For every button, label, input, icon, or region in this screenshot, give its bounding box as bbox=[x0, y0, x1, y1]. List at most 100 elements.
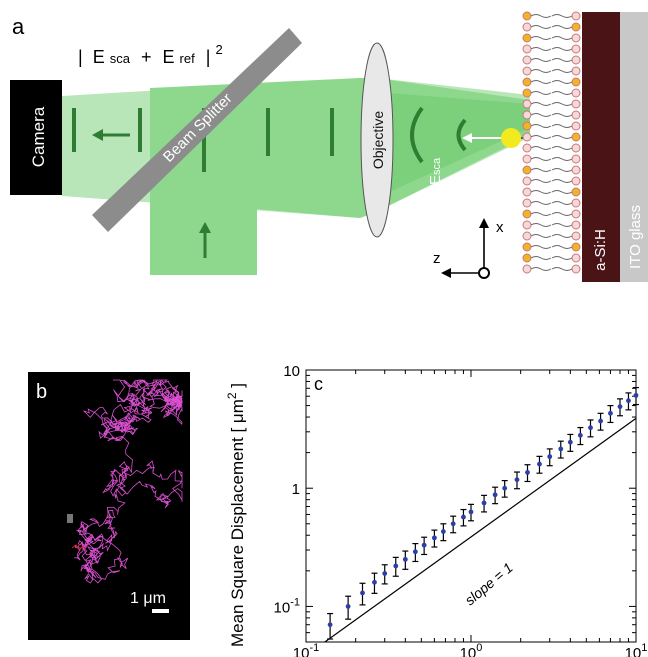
lipid-tail bbox=[551, 135, 573, 139]
lipid-tail bbox=[551, 223, 573, 227]
lipid-tail bbox=[530, 179, 552, 183]
lipid-tail bbox=[551, 80, 573, 84]
intensity-bar-close: | bbox=[206, 47, 211, 67]
lipid-tail bbox=[551, 256, 573, 260]
panel-a-label: a bbox=[12, 14, 25, 39]
lipid-tail bbox=[551, 36, 573, 40]
lipid-tail bbox=[551, 179, 573, 183]
wavefront-3 bbox=[202, 108, 206, 172]
msd-point bbox=[327, 622, 333, 628]
msd-point bbox=[450, 521, 456, 527]
lipid-tail bbox=[551, 58, 573, 62]
axis-z-label: z bbox=[433, 250, 441, 267]
objective-label: Objective bbox=[370, 111, 386, 170]
x-tick-base: 10 bbox=[460, 645, 477, 657]
lipid-head bbox=[571, 154, 581, 164]
lipid-head bbox=[522, 176, 532, 186]
x-tick-base: 10 bbox=[625, 645, 642, 657]
msd-point bbox=[567, 439, 573, 445]
intensity-e2: E bbox=[163, 47, 175, 67]
lipid-head bbox=[522, 132, 532, 142]
lipid-head bbox=[522, 77, 532, 87]
lipid-head bbox=[522, 242, 532, 252]
msd-point bbox=[360, 590, 365, 596]
lipid-tail bbox=[551, 47, 573, 51]
msd-point bbox=[440, 529, 446, 534]
lipid-head bbox=[571, 264, 581, 274]
msd-point bbox=[345, 604, 351, 609]
panel-b: b 1 μm bbox=[28, 372, 190, 640]
y-tick-label: 10-1 bbox=[274, 596, 300, 616]
lipid-head bbox=[571, 121, 581, 131]
msd-point bbox=[626, 398, 631, 404]
panel-c: Mean Square Displacement [ μm2 ] c 10-11… bbox=[225, 363, 647, 657]
scattered-wave-2 bbox=[456, 118, 467, 152]
lipid-tail bbox=[530, 124, 552, 128]
lipid-head bbox=[571, 143, 581, 153]
msd-point bbox=[547, 454, 553, 460]
y-tick-exp: -1 bbox=[290, 596, 300, 608]
lipid-head bbox=[522, 154, 532, 164]
lipid-tail bbox=[551, 234, 573, 238]
lipid-head bbox=[522, 253, 532, 263]
lipid-head bbox=[522, 187, 532, 197]
x-tick-exp: 1 bbox=[641, 642, 647, 654]
msd-point bbox=[402, 556, 408, 562]
lipid-head bbox=[571, 77, 581, 87]
lipid-tail bbox=[530, 157, 552, 161]
x-tick-exp: -1 bbox=[309, 642, 319, 654]
ito-glass-label: ITO glass bbox=[627, 205, 644, 269]
y-axis-title-sup: 2 bbox=[225, 392, 239, 399]
lipid-head bbox=[571, 55, 581, 65]
lipid-head bbox=[571, 11, 581, 21]
lipid-head bbox=[571, 66, 581, 76]
lipid-tail bbox=[530, 223, 552, 227]
lipid-head bbox=[571, 198, 581, 208]
lipid-tail bbox=[551, 25, 573, 29]
intensity-e1-sub: sca bbox=[110, 51, 131, 66]
a-si-h-layer bbox=[582, 12, 620, 282]
x-tick-label: 10-1 bbox=[293, 642, 319, 657]
x-tick-label: 100 bbox=[460, 642, 483, 657]
lipid-head bbox=[571, 99, 581, 109]
lipid-head bbox=[522, 33, 532, 43]
lipid-tail bbox=[551, 190, 573, 194]
lipid-head bbox=[571, 110, 581, 120]
panel-a: a | E sca + E ref | 2 Camera bbox=[10, 11, 648, 282]
msd-point bbox=[608, 410, 613, 416]
y-tick-label: 10 bbox=[283, 363, 300, 380]
panel-c-label: c bbox=[314, 374, 323, 394]
lipid-head bbox=[522, 209, 532, 219]
lipid-head bbox=[571, 209, 581, 219]
wavefront-5 bbox=[330, 108, 334, 156]
trajectory-start bbox=[71, 544, 86, 551]
scale-bar-label: 1 μm bbox=[130, 590, 166, 607]
y-tick-base: 10 bbox=[274, 599, 291, 616]
x-tick-exp: 0 bbox=[476, 642, 482, 654]
lipid-head bbox=[571, 44, 581, 54]
msd-point bbox=[588, 425, 593, 431]
camera bbox=[10, 80, 62, 195]
msd-point bbox=[372, 579, 377, 585]
lipid-tail bbox=[551, 157, 573, 161]
wavefront-2 bbox=[138, 108, 142, 152]
lipid-tail bbox=[530, 168, 552, 172]
diffusion-trajectory bbox=[71, 379, 183, 584]
lipid-head bbox=[571, 33, 581, 43]
lipid-tail bbox=[530, 201, 552, 205]
msd-point bbox=[481, 500, 487, 506]
msd-point bbox=[382, 571, 388, 576]
nanoparticle bbox=[501, 128, 521, 148]
lipid-head bbox=[571, 187, 581, 197]
lipid-tail bbox=[551, 124, 573, 128]
lipid-tail bbox=[551, 69, 573, 73]
panel-b-label: b bbox=[36, 381, 47, 403]
lipid-tail bbox=[551, 168, 573, 172]
intensity-e2-sub: ref bbox=[180, 51, 196, 66]
lipid-head bbox=[522, 121, 532, 131]
intensity-bar-open: | bbox=[78, 47, 83, 67]
lipid-tail bbox=[530, 102, 552, 106]
msd-point bbox=[558, 446, 564, 452]
slope-one-line bbox=[324, 417, 637, 643]
